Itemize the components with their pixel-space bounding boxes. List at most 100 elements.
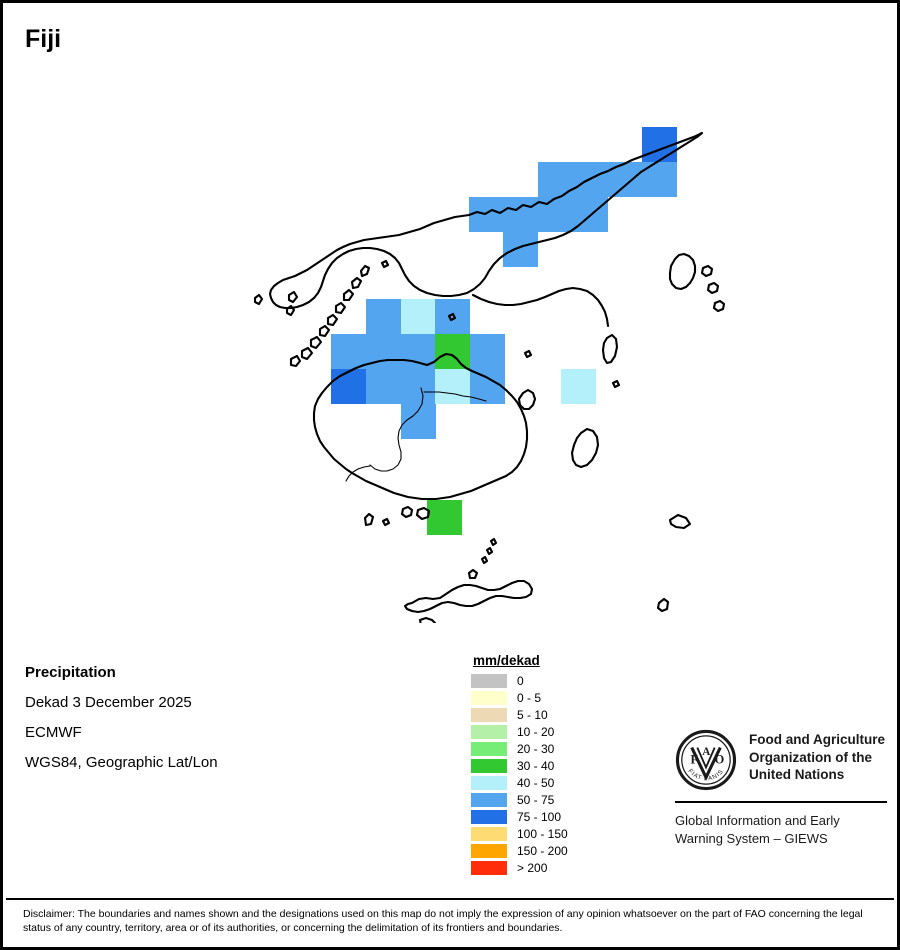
precipitation-cell (607, 162, 642, 197)
coast-yanuca (363, 512, 375, 527)
fao-organization-name: Food and Agriculture Organization of the… (749, 729, 885, 784)
disclaimer-divider (6, 898, 894, 900)
precipitation-cell (427, 500, 462, 535)
legend-item: 5 - 10 (471, 706, 568, 723)
coast-islet-kadavu-3 (485, 546, 494, 556)
coast-islet-kadavu-2 (480, 555, 489, 565)
fao-branding: F A O FIAT PANIS Food and Agriculture Or… (675, 729, 887, 848)
legend-rows: 0 0 - 5 5 - 10 10 - 20 20 - 30 30 - 40 40 - 50… (471, 672, 568, 876)
coast-ono (418, 616, 437, 623)
legend-label: 0 (517, 673, 524, 688)
legend-item: 100 - 150 (471, 825, 568, 842)
coast-mamanuca-1 (289, 354, 302, 368)
coast-koro (601, 333, 619, 365)
precipitation-cell (366, 369, 401, 404)
legend-swatch (471, 707, 507, 722)
coast-viti-levu (312, 352, 529, 501)
info-source: ECMWF (25, 724, 82, 741)
coast-yasawa-8 (300, 346, 314, 361)
precipitation-cell (401, 369, 436, 404)
legend-item: 20 - 30 (471, 740, 568, 757)
info-variable: Precipitation (25, 664, 116, 681)
precipitation-cell (561, 369, 596, 404)
coast-vanua-levu (268, 131, 704, 310)
legend-item: 150 - 200 (471, 842, 568, 859)
coast-matuku (656, 597, 670, 613)
precipitation-cell-layer (331, 127, 677, 535)
coast-small-island-w (253, 293, 264, 306)
precipitation-cell (435, 334, 470, 369)
coast-islet-s1 (381, 517, 391, 527)
legend-label: 50 - 75 (517, 792, 555, 807)
legend-label: 40 - 50 (517, 775, 555, 790)
legend-swatch (471, 775, 507, 790)
coast-natewa-peninsula (471, 286, 610, 328)
precipitation-map[interactable] (3, 63, 897, 623)
coast-yasawa-1 (359, 264, 371, 278)
legend-item: > 200 (471, 859, 568, 876)
legend-label: 20 - 30 (517, 741, 555, 756)
precipitation-cell (435, 299, 470, 334)
legend-label: 5 - 10 (517, 707, 548, 722)
legend-label: 150 - 200 (517, 843, 568, 858)
legend-label: 0 - 5 (517, 690, 542, 705)
legend-label: 75 - 100 (517, 809, 562, 824)
coast-rabi (706, 281, 720, 295)
coast-yasawa-outlier (287, 290, 299, 304)
legend-swatch (471, 826, 507, 841)
precipitation-cell (503, 197, 538, 232)
coast-yasawa-4 (334, 301, 347, 315)
svg-text:A: A (702, 746, 710, 758)
coast-yasawa-5 (326, 313, 339, 327)
legend-swatch (471, 809, 507, 824)
legend-item: 50 - 75 (471, 791, 568, 808)
coast-yasawa-6 (318, 324, 331, 338)
coast-qamea (700, 264, 714, 278)
coast-yasawa-outlier-2 (285, 304, 296, 317)
fao-org-line-1: Food and Agriculture (749, 732, 885, 747)
giews-line-1: Global Information and Early (675, 813, 840, 828)
coast-beqa (400, 505, 414, 519)
coast-islet-kadavu-1 (467, 568, 479, 580)
page-title: Fiji (25, 25, 62, 53)
legend-swatch (471, 758, 507, 773)
legend-item: 75 - 100 (471, 808, 568, 825)
legend-item: 0 (471, 672, 568, 689)
coast-islet-e1 (611, 379, 621, 389)
disclaimer-text: Disclaimer: The boundaries and names sho… (23, 908, 863, 934)
coast-islet-n2 (447, 312, 457, 322)
coast-islet-kadavu-4 (489, 537, 498, 547)
precipitation-cell (503, 232, 538, 267)
map-legend: mm/dekad 0 0 - 5 5 - 10 10 - 20 20 - 30 30 - … (471, 653, 568, 876)
legend-swatch (471, 860, 507, 875)
legend-swatch (471, 724, 507, 739)
map-info-block: Precipitation Dekad 3 December 2025 ECMW… (25, 658, 218, 778)
legend-swatch (471, 843, 507, 858)
precipitation-cell (469, 197, 504, 232)
giews-name: Global Information and Early Warning Sys… (675, 812, 887, 848)
precipitation-cell (331, 369, 366, 404)
precipitation-cell (331, 334, 366, 369)
fao-org-line-3: United Nations (749, 767, 845, 782)
coast-vatulele-n (415, 506, 431, 521)
coast-gau (570, 427, 600, 469)
map-canvas[interactable] (3, 63, 897, 623)
legend-title: mm/dekad (473, 653, 540, 668)
coast-viti-levu-interior (345, 387, 487, 482)
coast-islet-n3 (523, 349, 533, 359)
river-sigatoka-branch (423, 391, 487, 402)
precipitation-cell (435, 369, 470, 404)
legend-item: 0 - 5 (471, 689, 568, 706)
coast-yasawa-2 (350, 276, 363, 290)
legend-item: 30 - 40 (471, 757, 568, 774)
legend-item: 10 - 20 (471, 723, 568, 740)
river-navua (345, 465, 371, 482)
fao-org-line-2: Organization of the (749, 749, 872, 765)
coast-small-island-ne (712, 299, 726, 313)
coast-taveuni (668, 252, 697, 291)
coast-kadavu (403, 579, 534, 614)
fao-divider (675, 801, 887, 803)
legend-swatch (471, 792, 507, 807)
precipitation-cell (470, 334, 505, 369)
